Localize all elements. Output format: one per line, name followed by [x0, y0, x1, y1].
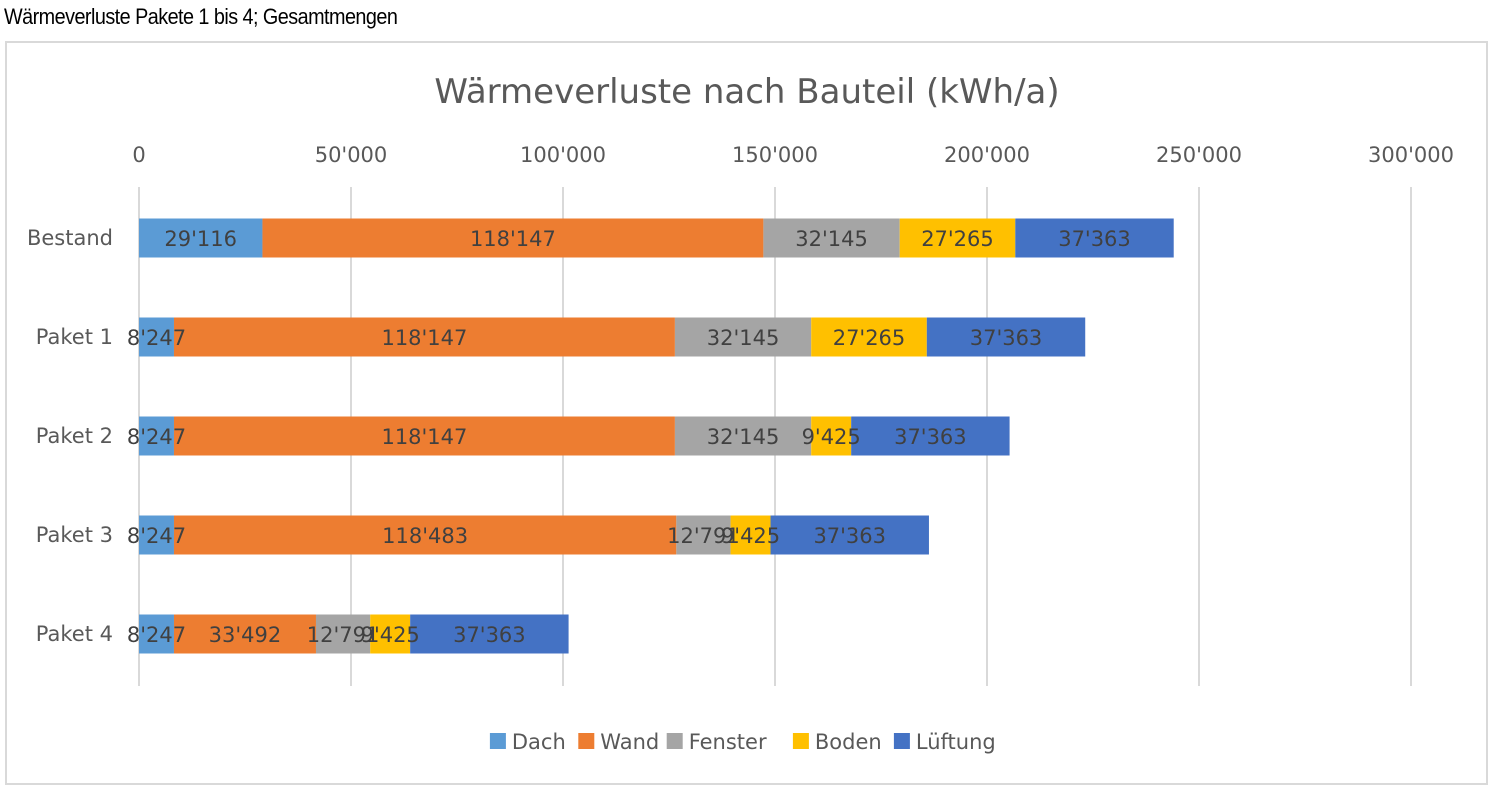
data-label: 8'247 — [127, 425, 186, 449]
bar-segment — [370, 614, 411, 654]
bar-segment — [1015, 218, 1174, 258]
bar-segment — [139, 614, 174, 654]
data-label: 37'363 — [813, 524, 886, 548]
data-label: 118'147 — [470, 227, 556, 251]
x-tick-label: 200'000 — [944, 143, 1030, 167]
data-label: 32'145 — [795, 227, 868, 251]
category-label: Paket 2 — [36, 424, 113, 448]
bar-segment — [811, 317, 927, 357]
data-label: 29'116 — [164, 227, 237, 251]
bar-segment — [315, 614, 371, 654]
data-label: 27'265 — [833, 326, 906, 350]
bar-segment — [173, 515, 677, 555]
data-label: 8'247 — [127, 623, 186, 647]
legend-label: Fenster — [689, 730, 767, 754]
data-label: 118'147 — [381, 326, 467, 350]
category-labels: Bestand Paket 1 Paket 2 Paket 3 Paket 4 — [27, 226, 113, 646]
bar-segment — [730, 515, 771, 555]
category-label: Paket 4 — [36, 622, 113, 646]
data-label: 9'425 — [802, 425, 861, 449]
data-labels: 29'116 118'147 32'145 27'265 37'363 8'247 118'… — [127, 227, 1131, 647]
bar-segment — [139, 515, 174, 555]
legend-swatch — [666, 733, 683, 749]
bar-segment — [811, 416, 852, 456]
legend-label: Wand — [600, 730, 659, 754]
x-tick-label: 150'000 — [732, 143, 818, 167]
legend: Dach Wand Fenster Boden Lüftung — [489, 730, 996, 754]
bar-segment — [173, 614, 316, 654]
data-label: 37'363 — [894, 425, 967, 449]
x-tick-label: 250'000 — [1156, 143, 1242, 167]
data-label: 27'265 — [921, 227, 994, 251]
x-tick-label: 50'000 — [315, 143, 388, 167]
category-label: Bestand — [27, 226, 113, 250]
data-label: 9'425 — [721, 524, 780, 548]
data-label: 37'363 — [453, 623, 526, 647]
data-label: 12'791 — [667, 524, 740, 548]
bar-segment — [262, 218, 764, 258]
x-tick-label: 100'000 — [520, 143, 606, 167]
data-label: 8'247 — [127, 326, 186, 350]
bar-segment — [139, 416, 174, 456]
bar-segment — [674, 317, 812, 357]
data-label: 37'363 — [1058, 227, 1131, 251]
bar-segment — [899, 218, 1016, 258]
data-label: 37'363 — [970, 326, 1043, 350]
bar-segment — [926, 317, 1086, 357]
chart-title: Wärmeverluste nach Bauteil (kWh/a) — [434, 72, 1059, 112]
bar-segment — [851, 416, 1010, 456]
data-label: 118'147 — [381, 425, 467, 449]
bar-segment — [763, 218, 900, 258]
bar-segment — [139, 218, 263, 258]
legend-label: Dach — [512, 730, 566, 754]
legend-swatch — [792, 733, 809, 749]
bar-segment — [173, 416, 675, 456]
bar-segment — [676, 515, 731, 555]
legend-swatch — [489, 733, 506, 749]
data-label: 8'247 — [127, 524, 186, 548]
bar-segment — [173, 317, 675, 357]
legend-label: Boden — [815, 730, 882, 754]
category-label: Paket 1 — [36, 325, 113, 349]
bar-segments — [139, 218, 1174, 654]
data-label: 118'483 — [382, 524, 468, 548]
chart-frame — [5, 41, 1488, 785]
legend-swatch — [578, 733, 595, 749]
bar-segment — [410, 614, 569, 654]
figure-caption: Wärmeverluste Pakete 1 bis 4; Gesamtmeng… — [4, 4, 398, 29]
data-label: 9'425 — [361, 623, 420, 647]
x-axis-ticks: 0 50'000 100'000 150'000 200'000 250'000 300'0… — [132, 143, 1454, 167]
bar-segment — [770, 515, 929, 555]
bar-segment — [139, 317, 174, 357]
legend-label: Lüftung — [916, 730, 996, 754]
data-label: 12'791 — [307, 623, 380, 647]
x-tick-label: 0 — [132, 143, 145, 167]
data-label: 33'492 — [209, 623, 282, 647]
category-label: Paket 3 — [36, 523, 113, 547]
data-label: 32'145 — [707, 326, 780, 350]
bar-segment — [674, 416, 812, 456]
data-label: 32'145 — [707, 425, 780, 449]
legend-swatch — [893, 733, 910, 749]
x-tick-label: 300'000 — [1368, 143, 1454, 167]
